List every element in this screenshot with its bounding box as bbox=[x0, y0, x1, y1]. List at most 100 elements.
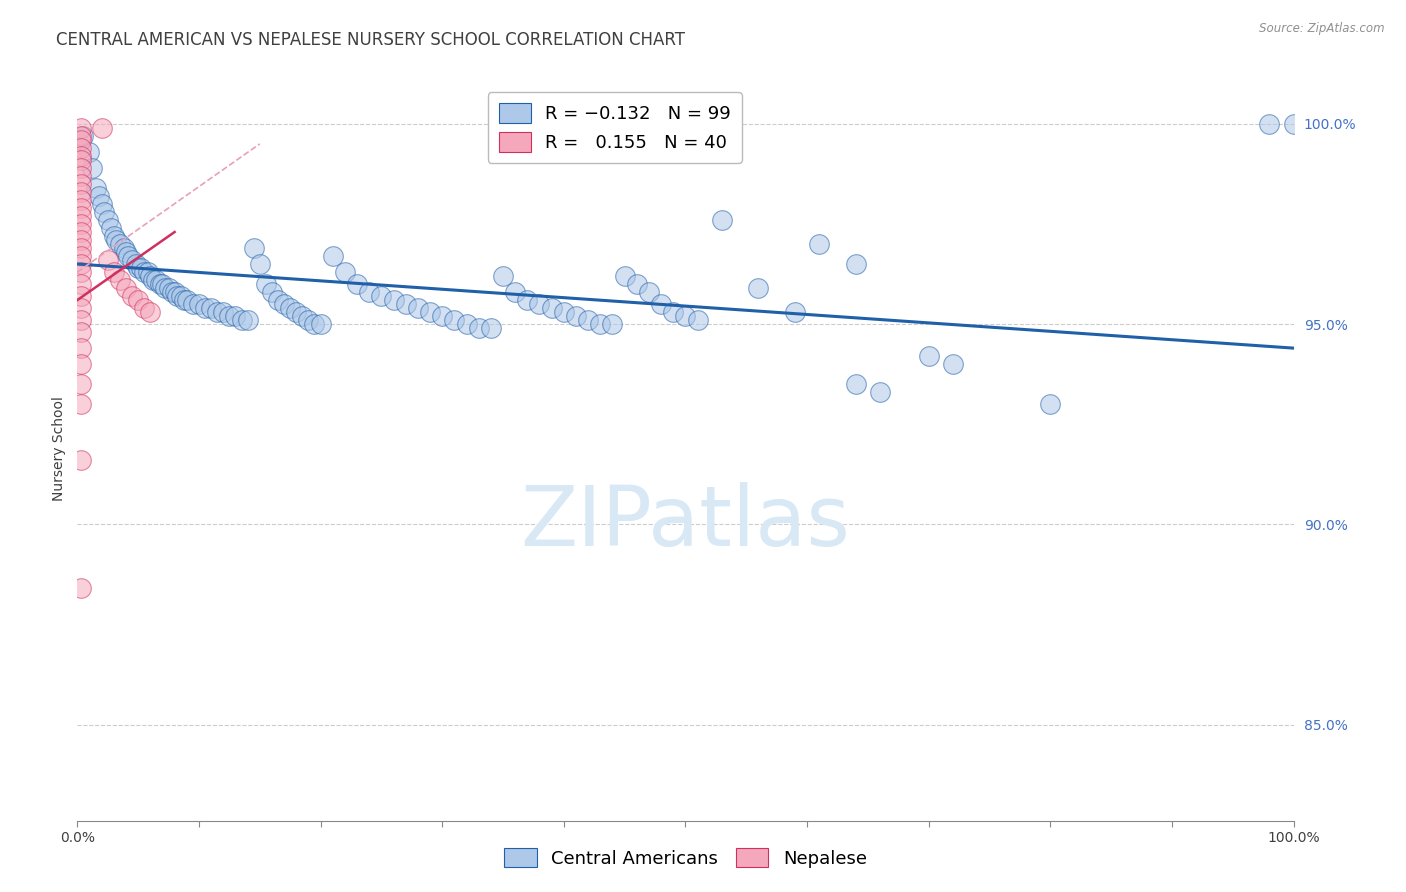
Point bbox=[70, 301, 93, 315]
Point bbox=[304, 317, 326, 331]
Point bbox=[406, 301, 429, 315]
Point bbox=[70, 249, 93, 263]
Point bbox=[70, 209, 93, 223]
Point bbox=[236, 313, 259, 327]
Point bbox=[291, 309, 314, 323]
Point bbox=[249, 257, 271, 271]
Point bbox=[70, 289, 93, 303]
Point bbox=[188, 297, 211, 311]
Point bbox=[70, 225, 93, 239]
Point bbox=[576, 313, 599, 327]
Point bbox=[267, 293, 290, 307]
Point bbox=[70, 141, 93, 155]
Point bbox=[432, 309, 454, 323]
Point bbox=[322, 249, 344, 263]
Point bbox=[90, 197, 112, 211]
Point bbox=[273, 297, 295, 311]
Point bbox=[103, 265, 125, 279]
Point bbox=[467, 321, 489, 335]
Point bbox=[72, 128, 94, 143]
Point bbox=[333, 265, 356, 279]
Point bbox=[382, 293, 405, 307]
Point bbox=[100, 221, 122, 235]
Point bbox=[650, 297, 672, 311]
Point bbox=[160, 285, 183, 299]
Point bbox=[613, 268, 636, 283]
Point bbox=[121, 253, 143, 268]
Point bbox=[70, 161, 93, 175]
Point bbox=[589, 317, 612, 331]
Point bbox=[942, 357, 965, 371]
Point bbox=[260, 285, 283, 299]
Point bbox=[675, 309, 697, 323]
Point bbox=[529, 297, 551, 311]
Point bbox=[516, 293, 538, 307]
Point bbox=[149, 277, 172, 291]
Point bbox=[242, 241, 264, 255]
Point bbox=[80, 161, 103, 175]
Point bbox=[97, 213, 120, 227]
Point bbox=[231, 313, 253, 327]
Point bbox=[170, 289, 193, 303]
Point bbox=[70, 313, 93, 327]
Point bbox=[70, 201, 93, 215]
Point bbox=[70, 325, 93, 339]
Point bbox=[626, 277, 648, 291]
Point bbox=[224, 309, 246, 323]
Point bbox=[108, 273, 131, 287]
Point bbox=[710, 213, 733, 227]
Point bbox=[112, 241, 135, 255]
Point bbox=[90, 120, 112, 135]
Point bbox=[419, 305, 441, 319]
Point bbox=[845, 257, 868, 271]
Point bbox=[395, 297, 418, 311]
Point bbox=[70, 153, 93, 167]
Point bbox=[115, 281, 138, 295]
Point bbox=[565, 309, 588, 323]
Point bbox=[70, 265, 93, 279]
Text: CENTRAL AMERICAN VS NEPALESE NURSERY SCHOOL CORRELATION CHART: CENTRAL AMERICAN VS NEPALESE NURSERY SCH… bbox=[56, 31, 685, 49]
Point bbox=[70, 277, 93, 291]
Point bbox=[70, 177, 93, 191]
Point bbox=[97, 253, 120, 268]
Point bbox=[127, 293, 149, 307]
Point bbox=[157, 281, 180, 295]
Point bbox=[309, 317, 332, 331]
Point bbox=[166, 289, 188, 303]
Point bbox=[152, 277, 174, 291]
Point bbox=[662, 305, 685, 319]
Point bbox=[127, 260, 149, 275]
Point bbox=[254, 277, 277, 291]
Point bbox=[129, 260, 152, 275]
Point bbox=[70, 582, 93, 596]
Point bbox=[115, 245, 138, 260]
Y-axis label: Nursery School: Nursery School bbox=[52, 396, 66, 500]
Point bbox=[139, 305, 162, 319]
Point bbox=[70, 341, 93, 355]
Point bbox=[142, 273, 165, 287]
Point bbox=[70, 233, 93, 247]
Point bbox=[105, 233, 128, 247]
Point bbox=[108, 237, 131, 252]
Point bbox=[145, 273, 167, 287]
Point bbox=[117, 249, 139, 263]
Point bbox=[200, 301, 222, 315]
Point bbox=[70, 128, 93, 143]
Point bbox=[70, 185, 93, 199]
Point bbox=[134, 301, 156, 315]
Point bbox=[1039, 397, 1062, 411]
Point bbox=[70, 133, 93, 147]
Point bbox=[370, 289, 392, 303]
Point bbox=[443, 313, 465, 327]
Point bbox=[638, 285, 661, 299]
Point bbox=[359, 285, 381, 299]
Point bbox=[205, 305, 228, 319]
Point bbox=[285, 305, 308, 319]
Point bbox=[602, 317, 624, 331]
Point bbox=[136, 265, 159, 279]
Text: Source: ZipAtlas.com: Source: ZipAtlas.com bbox=[1260, 22, 1385, 36]
Point bbox=[456, 317, 478, 331]
Point bbox=[686, 313, 709, 327]
Point bbox=[194, 301, 217, 315]
Point bbox=[176, 293, 198, 307]
